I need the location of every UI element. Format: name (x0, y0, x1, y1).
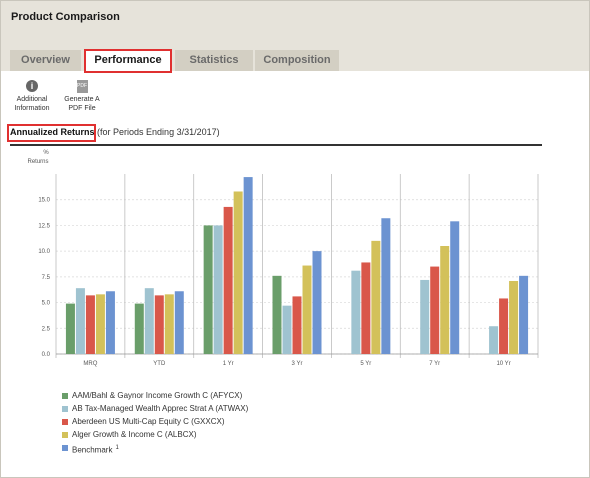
bar (440, 246, 450, 354)
x-tick-label: MRQ (83, 361, 97, 367)
additional-information-label-line2: Information (14, 105, 50, 112)
bar (509, 280, 519, 354)
y-tick-label: 5.0 (42, 301, 51, 307)
bar (105, 291, 115, 354)
bar (312, 251, 322, 354)
section-subtitle: (for Periods Ending 3/31/2017) (97, 127, 220, 137)
legend-item: AAM/Bahl & Gaynor Income Growth C (AFYCX… (62, 390, 248, 403)
legend-swatch (62, 432, 68, 438)
x-tick-label: 1 Yr (223, 361, 234, 367)
y-tick-label: 15.0 (38, 198, 50, 204)
x-tick-label: 7 Yr (429, 361, 440, 367)
bar (381, 218, 391, 354)
bar (174, 291, 184, 354)
tab-statistics[interactable]: Statistics (175, 50, 253, 71)
bar (430, 266, 440, 354)
legend-item: AB Tax-Managed Wealth Apprec Strat A (AT… (62, 403, 248, 416)
bar (95, 294, 105, 354)
bar (450, 221, 460, 354)
bar (489, 326, 499, 354)
legend-item: Alger Growth & Income C (ALBCX) (62, 429, 248, 442)
bar (203, 225, 213, 354)
x-tick-label: YTD (153, 361, 166, 367)
section-title: Annualized Returns (10, 127, 95, 137)
generate-pdf-label-line1: Generate A (64, 96, 100, 103)
y-tick-label: 2.5 (42, 326, 51, 332)
bar (292, 296, 302, 354)
section-heading: Annualized Returns (for Periods Ending 3… (10, 127, 220, 137)
generate-pdf-label-line2: PDF File (68, 105, 96, 112)
legend-label: Benchmark (72, 445, 113, 455)
bar (85, 295, 95, 354)
legend-label: AAM/Bahl & Gaynor Income Growth C (AFYCX… (72, 391, 243, 400)
benchmark-footnote-marker[interactable]: 1 (115, 445, 119, 451)
y-tick-label: 10.0 (38, 249, 50, 255)
legend-swatch (62, 445, 68, 451)
chart-legend: AAM/Bahl & Gaynor Income Growth C (AFYCX… (62, 390, 248, 455)
tab-performance[interactable]: Performance (85, 50, 171, 71)
bar (75, 288, 85, 354)
bar (499, 298, 509, 354)
additional-information-label-line1: Additional (16, 96, 48, 103)
legend-label: AB Tax-Managed Wealth Apprec Strat A (AT… (72, 404, 249, 413)
pdf-icon: PDF (76, 80, 88, 93)
x-tick-label: 5 Yr (360, 361, 371, 367)
bar (213, 225, 223, 354)
x-tick-label: 10 Yr (496, 361, 510, 367)
bar (371, 240, 381, 354)
info-icon: i (26, 80, 38, 92)
section-divider (10, 144, 542, 146)
bar (351, 270, 361, 354)
bar (154, 295, 164, 354)
bar (243, 177, 253, 354)
bar (272, 275, 282, 354)
y-tick-label: 12.5 (38, 223, 50, 229)
bar (144, 288, 154, 354)
bar (65, 303, 75, 354)
page-title: Product Comparison (11, 11, 120, 23)
generate-pdf-button[interactable]: PDF Generate A PDF File (58, 80, 106, 113)
bar (302, 265, 312, 354)
legend-item: Aberdeen US Multi-Cap Equity C (GXXCX) (62, 416, 248, 429)
bar (282, 305, 292, 354)
bar (361, 262, 371, 354)
bar (223, 206, 233, 354)
y-tick-label: 7.5 (42, 275, 51, 281)
bar (519, 275, 529, 354)
y-tick-label: 0.0 (42, 352, 51, 358)
legend-swatch (62, 419, 68, 425)
legend-item: Benchmark 1 (62, 442, 248, 455)
bar (420, 279, 430, 354)
y-axis-label-line1: % (43, 150, 49, 156)
legend-swatch (62, 393, 68, 399)
additional-information-button[interactable]: i Additional Information (8, 80, 56, 113)
y-axis-label-line2: Returns (27, 159, 48, 165)
bar (233, 191, 243, 354)
x-tick-label: 3 Yr (292, 361, 303, 367)
tab-overview[interactable]: Overview (10, 50, 81, 71)
legend-label: Aberdeen US Multi-Cap Equity C (GXXCX) (72, 417, 225, 426)
bar (134, 303, 144, 354)
legend-label: Alger Growth & Income C (ALBCX) (72, 430, 197, 439)
tab-composition[interactable]: Composition (255, 50, 339, 71)
legend-swatch (62, 406, 68, 412)
bar (164, 294, 174, 354)
